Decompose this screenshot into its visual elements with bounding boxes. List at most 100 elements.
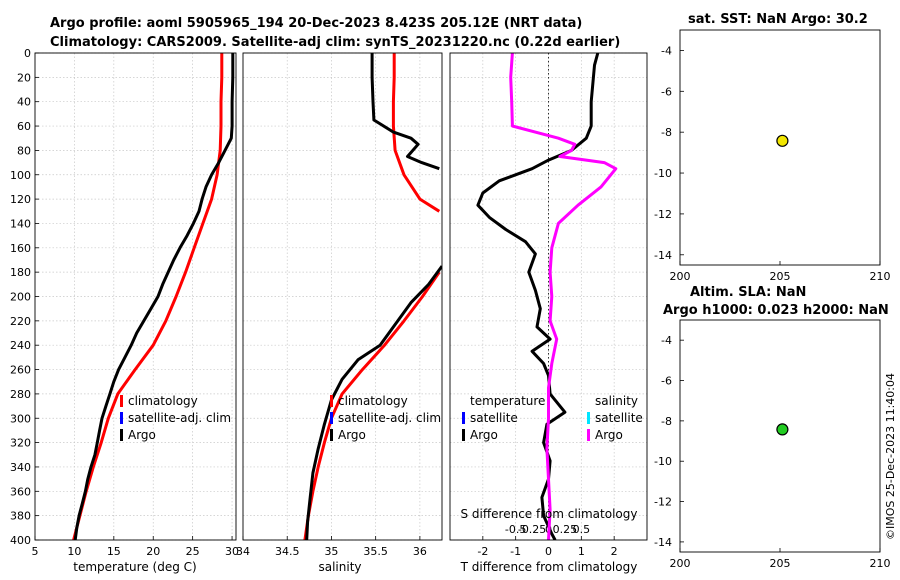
legend-swatch-climatology: [120, 395, 123, 407]
legend-heading-temperature: temperature: [470, 394, 545, 408]
y-tick-label: 120: [10, 193, 31, 206]
y-tick-label: 180: [10, 266, 31, 279]
y-tick-label: -12: [654, 496, 672, 509]
y-tick-label: 320: [10, 437, 31, 450]
y-tick-label: 360: [10, 485, 31, 498]
y-tick-label: -6: [661, 85, 672, 98]
y-tick-label: -8: [661, 415, 672, 428]
title-line-2: Climatology: CARS2009. Satellite-adj cli…: [50, 35, 620, 50]
s-tick-label: -0.5: [505, 523, 526, 536]
x-tick-label: 30: [225, 545, 239, 558]
y-tick-label: 80: [17, 144, 31, 157]
series-line-climatology: [72, 53, 224, 540]
x-tick-label: 205: [770, 557, 791, 570]
legend-label-argo: Argo: [128, 428, 156, 442]
legend-heading-salinity: salinity: [595, 394, 638, 408]
legend-swatch-s-satellite: [587, 412, 590, 424]
legend-swatch-satellite: [330, 412, 333, 424]
x-tick-label: -2: [477, 545, 488, 558]
sst-title: sat. SST: NaN Argo: 30.2: [688, 12, 868, 27]
difference-legend-temperature: temperature satellite Argo: [462, 394, 545, 442]
x-tick-label: 34.5: [275, 545, 300, 558]
panel-frame: [679, 29, 881, 266]
x-tick-label: 200: [670, 270, 691, 283]
series-line-argo: [73, 53, 235, 540]
legend-label-climatology: climatology: [128, 394, 198, 408]
s-tick-label: -0.25: [518, 523, 546, 536]
x-tick-label: 210: [870, 557, 891, 570]
legend-label-t-satellite: satellite: [470, 411, 518, 425]
x-tick-label: 1: [578, 545, 585, 558]
y-tick-label: -14: [654, 249, 672, 262]
y-tick-label: 60: [17, 120, 31, 133]
y-tick-label: -8: [661, 126, 672, 139]
legend-swatch-climatology: [330, 395, 333, 407]
panel-frame: [449, 52, 648, 541]
x-tick-label: 35.5: [363, 545, 388, 558]
y-tick-label: 340: [10, 461, 31, 474]
y-tick-label: -12: [654, 208, 672, 221]
difference-top-xlabel: S difference from climatology: [461, 507, 638, 521]
x-tick-label: 36: [413, 545, 427, 558]
x-tick-label: -1: [510, 545, 521, 558]
y-tick-label: 280: [10, 388, 31, 401]
x-tick-label: 200: [670, 557, 691, 570]
y-tick-label: 260: [10, 364, 31, 377]
x-tick-label: 35: [324, 545, 338, 558]
legend-swatch-satellite: [120, 412, 123, 424]
temperature-panel: 5 10 15 20 25 3002040608010012014016018020022…: [10, 47, 239, 558]
y-tick-label: 300: [10, 412, 31, 425]
panel-frame: [242, 52, 443, 541]
difference-xlabel: T difference from climatology: [460, 560, 638, 574]
y-tick-label: -6: [661, 375, 672, 388]
y-tick-label: -10: [654, 167, 672, 180]
x-tick-label: 0: [545, 545, 552, 558]
y-tick-label: 100: [10, 169, 31, 182]
argo-location-marker: [776, 423, 789, 436]
legend-label-s-argo: Argo: [595, 428, 623, 442]
salinity-panel: 34 34.5 35 35.5 36: [236, 52, 443, 558]
series-line-climatology: [391, 53, 441, 213]
panel-frame: [679, 319, 881, 553]
legend-label-climatology: climatology: [338, 394, 408, 408]
s-tick-label: 0.5: [573, 523, 591, 536]
x-tick-label: 34: [236, 545, 250, 558]
x-tick-label: 10: [67, 545, 81, 558]
legend-label-argo: Argo: [338, 428, 366, 442]
difference-legend-salinity: salinity satellite Argo: [587, 394, 643, 442]
sla-title-1: Altim. SLA: NaN: [690, 285, 806, 300]
x-tick-label: 210: [870, 270, 891, 283]
legend-swatch-t-satellite: [462, 412, 465, 424]
series-line-argo: [370, 53, 440, 171]
sla-map-panel: -4 -6 -8 -10 -12 -14 200 205 210: [654, 319, 891, 570]
salinity-legend: climatology satellite-adj. clim Argo: [330, 394, 441, 442]
series-line-argo-deep: [305, 265, 442, 540]
sla-title-2: Argo h1000: 0.023 h2000: NaN: [663, 303, 889, 318]
legend-swatch-argo: [120, 429, 123, 441]
x-tick-label: 2: [611, 545, 618, 558]
y-tick-label: 240: [10, 339, 31, 352]
s-tick-label: 0.25: [553, 523, 578, 536]
y-tick-label: 140: [10, 217, 31, 230]
x-tick-label: 205: [770, 270, 791, 283]
timestamp: ©IMOS 25-Dec-2023 11:40:04: [884, 373, 897, 540]
y-tick-label: -4: [661, 44, 672, 57]
legend-swatch-t-argo: [462, 429, 465, 441]
x-tick-label: 20: [146, 545, 160, 558]
legend-swatch-argo: [330, 429, 333, 441]
difference-panel: -2 -1 0 1 2-0.5-0.250 0.250.5: [449, 52, 648, 558]
y-tick-label: -4: [661, 334, 672, 347]
temperature-legend: climatology satellite-adj. clim Argo: [120, 394, 231, 442]
sst-map-panel: -4 -6 -8 -10 -12 -14 200 205 210: [654, 29, 891, 283]
y-tick-label: -14: [654, 536, 672, 549]
legend-label-satellite: satellite-adj. clim: [128, 411, 231, 425]
series-line-s-argo-diff: [509, 53, 618, 540]
x-tick-label: 15: [107, 545, 121, 558]
argo-location-marker: [776, 134, 789, 147]
y-tick-label: 380: [10, 510, 31, 523]
y-tick-label: 40: [17, 96, 31, 109]
legend-label-satellite: satellite-adj. clim: [338, 411, 441, 425]
y-tick-label: 160: [10, 242, 31, 255]
legend-swatch-s-argo: [587, 429, 590, 441]
